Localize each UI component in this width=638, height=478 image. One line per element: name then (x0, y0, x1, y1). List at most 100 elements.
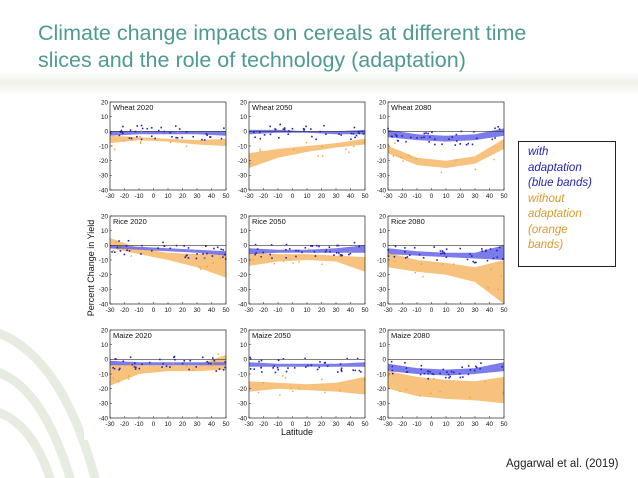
blue-point (427, 372, 430, 375)
blue-point (390, 360, 393, 363)
blue-point (136, 135, 138, 138)
blue-point (423, 372, 426, 375)
y-tick-label: -30 (238, 401, 248, 408)
blue-point (439, 252, 442, 255)
blue-point (118, 240, 120, 242)
blue-point (258, 360, 260, 363)
blue-point (475, 366, 478, 369)
x-tick-label: 50 (500, 307, 508, 314)
x-tick-label: 20 (457, 193, 465, 200)
blue-point (429, 370, 431, 373)
blue-point (223, 253, 226, 256)
blue-point (316, 368, 319, 371)
blue-point (358, 245, 360, 248)
blue-point (297, 249, 300, 252)
blue-point (498, 128, 501, 130)
blue-point (485, 249, 487, 252)
x-tick-label: 10 (164, 193, 172, 200)
x-tick-label: -30 (244, 421, 254, 428)
blue-point (304, 357, 306, 360)
blue-point (339, 363, 342, 365)
blue-point (287, 367, 289, 369)
blue-point (423, 132, 426, 135)
blue-point (129, 356, 132, 359)
x-tick-label: -10 (134, 193, 144, 200)
blue-point (460, 130, 463, 133)
y-tick-label: 20 (101, 327, 109, 334)
orange-point (140, 130, 142, 132)
blue-point (187, 247, 190, 249)
orange-point (200, 268, 202, 270)
blue-point (354, 136, 356, 139)
citation: Aggarwal et al. (2019) (506, 458, 619, 470)
blue-point (323, 124, 325, 127)
blue-point (452, 371, 455, 374)
orange-point (399, 390, 401, 393)
blue-point (428, 141, 430, 143)
orange-point (474, 168, 477, 171)
x-tick-label: -10 (273, 421, 283, 428)
x-tick-label: 20 (457, 307, 465, 314)
blue-point (181, 362, 184, 365)
blue-point (338, 133, 340, 135)
blue-point (391, 372, 394, 375)
blue-point (178, 128, 181, 130)
blue-point (274, 371, 277, 374)
x-tick-label: 10 (442, 307, 450, 314)
y-tick-label: -40 (238, 415, 248, 422)
blue-point (425, 132, 427, 134)
y-tick-label: -40 (377, 301, 387, 308)
orange-point (130, 255, 132, 257)
blue-point (494, 127, 496, 130)
blue-point (319, 361, 321, 363)
y-tick-label: 10 (101, 342, 109, 349)
orange-point (338, 254, 341, 256)
blue-point (441, 252, 444, 254)
blue-point (141, 244, 143, 247)
blue-point (127, 239, 130, 242)
blue-band (249, 245, 365, 255)
panel-frame (109, 101, 227, 191)
blue-point (187, 257, 190, 259)
y-tick-label: -20 (377, 386, 387, 393)
x-tick-label: -30 (383, 193, 393, 200)
x-tick-label: 30 (193, 193, 201, 200)
blue-point (409, 254, 411, 256)
orange-point (349, 250, 351, 253)
x-tick-label: 20 (179, 307, 187, 314)
legend-adaptation: adaptation (528, 161, 582, 174)
y-tick-label: 0 (382, 357, 386, 364)
orange-point (387, 144, 390, 146)
y-tick-label: -20 (377, 158, 387, 165)
orange-point (321, 378, 323, 381)
orange-point (317, 155, 319, 157)
orange-point (497, 288, 499, 291)
blue-point (329, 251, 331, 253)
blue-point (404, 247, 406, 249)
blue-point (122, 125, 124, 128)
y-tick-label: 0 (104, 129, 108, 136)
x-tick-label: 0 (152, 193, 156, 200)
y-tick-label: -10 (377, 257, 387, 264)
x-tick-label: 50 (361, 421, 369, 428)
x-tick-label: -20 (259, 193, 269, 200)
blue-point (404, 251, 406, 253)
blue-point (260, 359, 263, 362)
y-tick-label: -20 (99, 272, 109, 279)
blue-point (469, 253, 471, 255)
blue-point (154, 137, 157, 140)
blue-point (324, 250, 327, 253)
x-tick-label: -20 (398, 307, 408, 314)
blue-point (489, 248, 492, 250)
y-tick-label: -30 (99, 401, 109, 408)
orange-point (392, 155, 394, 157)
blue-point (469, 369, 472, 371)
blue-point (404, 361, 406, 364)
orange-point (363, 378, 366, 381)
orange-point (490, 268, 492, 270)
blue-point (157, 129, 160, 132)
blue-point (256, 248, 259, 250)
orange-point (186, 365, 188, 368)
blue-point (427, 132, 429, 135)
blue-point (291, 127, 294, 130)
